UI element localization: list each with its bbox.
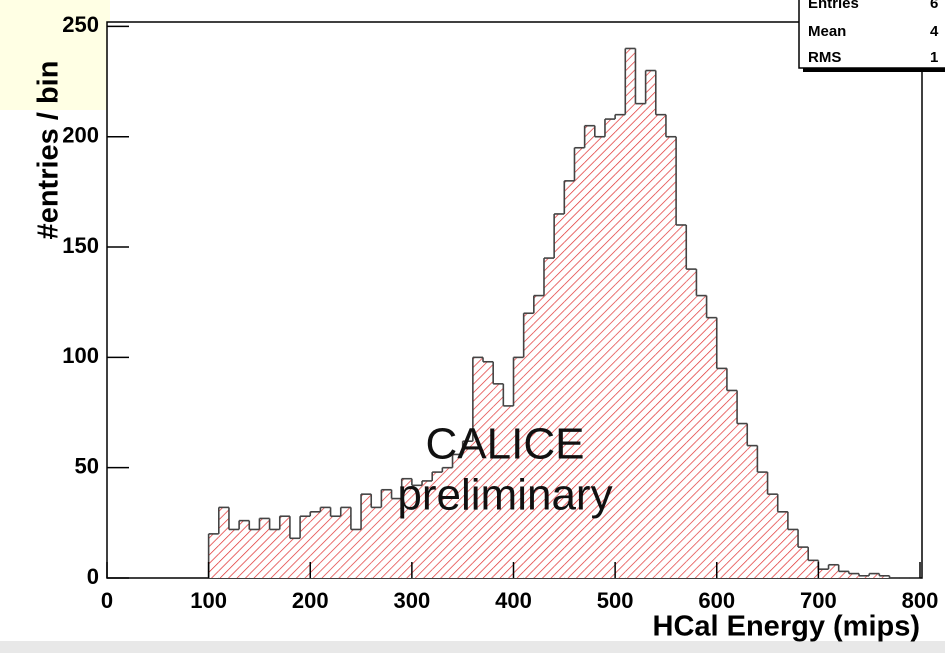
bar: [635, 103, 646, 578]
annotation: CALICE: [426, 420, 585, 469]
y-tick-label: 50: [75, 453, 99, 478]
bar: [645, 70, 656, 579]
bar: [859, 575, 870, 578]
x-tick-label: 800: [902, 588, 939, 613]
x-axis-label: HCal Energy (mips): [653, 611, 921, 643]
y-tick-label: 0: [87, 564, 99, 589]
bar: [686, 269, 697, 578]
bar: [462, 441, 473, 578]
stats-label: RMS: [808, 49, 841, 66]
bar: [584, 125, 595, 578]
bar: [442, 467, 453, 578]
annotation: preliminary: [397, 471, 612, 520]
bar: [228, 529, 240, 578]
bar: [737, 423, 748, 578]
bar: [401, 478, 412, 578]
stats-value: 6: [930, 0, 938, 12]
bar: [818, 569, 829, 578]
bar: [279, 516, 290, 578]
bar: [594, 136, 605, 578]
x-tick-label: 0: [101, 588, 113, 613]
bar: [300, 516, 311, 578]
bar: [340, 507, 351, 578]
stats-box: [798, 0, 945, 69]
bar: [655, 114, 666, 579]
bar: [554, 213, 565, 578]
bar: [371, 507, 382, 578]
bar: [757, 472, 768, 578]
bar: [838, 571, 849, 578]
bar: [879, 575, 890, 578]
bar: [432, 472, 443, 578]
background-panel: [0, 0, 110, 110]
x-tick-label: 300: [394, 588, 431, 613]
bar: [239, 520, 250, 578]
bar: [452, 454, 463, 578]
bar: [798, 547, 809, 578]
bar: [391, 498, 402, 578]
bar: [706, 317, 717, 578]
bar: [381, 489, 392, 578]
x-tick-label: 100: [190, 588, 227, 613]
bar: [625, 48, 636, 578]
bar: [320, 507, 331, 578]
bar: [513, 357, 524, 578]
bar: [828, 564, 839, 578]
y-tick-label: 250: [62, 12, 99, 37]
y-tick-label: 100: [62, 343, 99, 368]
bar: [411, 485, 423, 578]
x-tick-label: 600: [698, 588, 735, 613]
bottom-strip: [0, 641, 945, 653]
stats-value: 4: [930, 23, 939, 40]
bar: [676, 224, 687, 578]
bar: [523, 313, 534, 578]
bar: [716, 368, 727, 578]
bar: [330, 516, 341, 578]
bar: [848, 573, 860, 578]
bar: [787, 529, 799, 578]
bar: [350, 529, 362, 578]
bar: [218, 507, 229, 578]
bar: [726, 390, 738, 578]
stats-value: 1: [930, 49, 938, 66]
x-tick-label: 500: [597, 588, 634, 613]
bar: [483, 361, 494, 578]
bar: [777, 511, 788, 578]
bar: [269, 529, 280, 578]
bar: [503, 405, 514, 578]
bar: [747, 445, 758, 578]
bar: [422, 480, 433, 578]
bar: [869, 573, 880, 578]
bar: [696, 295, 707, 578]
bar: [249, 529, 260, 578]
bar: [665, 136, 677, 578]
x-tick-label: 400: [495, 588, 532, 613]
y-tick-label: 150: [62, 233, 99, 258]
bar: [208, 533, 219, 578]
bar: [493, 383, 504, 578]
bar: [259, 518, 270, 578]
bar: [472, 357, 484, 578]
y-axis-label: #entries / bin: [33, 61, 65, 240]
bar: [289, 538, 301, 578]
y-tick-label: 200: [62, 123, 99, 148]
bar: [808, 560, 819, 578]
bar: [604, 119, 616, 578]
bar: [543, 258, 555, 578]
x-tick-label: 200: [292, 588, 329, 613]
bar: [767, 494, 778, 578]
stats-label: Mean: [808, 23, 846, 40]
bar: [310, 511, 321, 578]
bar: [564, 180, 575, 578]
bar: [361, 494, 372, 578]
x-tick-label: 700: [800, 588, 837, 613]
bar: [615, 114, 626, 579]
bar: [574, 147, 585, 578]
bar: [533, 295, 544, 578]
stats-label: Entries: [808, 0, 859, 12]
